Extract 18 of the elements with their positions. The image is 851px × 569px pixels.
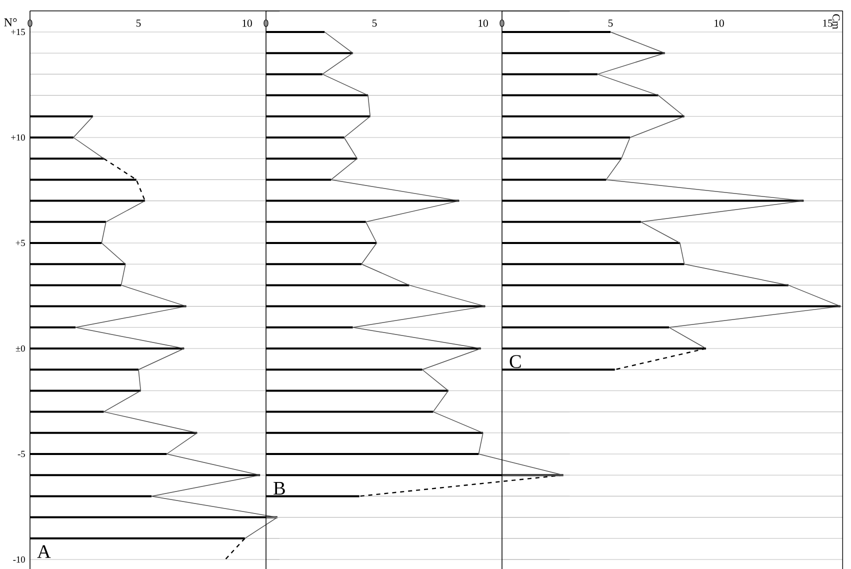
y-tick-label: -5 [18,450,25,458]
text: B [274,482,285,495]
x-tick-label: 10 [478,20,488,27]
annotation: Cm [832,14,840,30]
x-tick-label: 10 [242,20,252,27]
text: A [37,545,51,558]
x-tick-label: 5 [608,20,613,27]
text: C [510,355,521,368]
y-tick-label: +5 [16,240,25,246]
x-tick-label: 5 [136,20,141,27]
x-tick-label: 5 [372,20,377,27]
y-tick-label: ±0 [16,345,25,352]
y-tick-label: +15 [11,28,25,36]
x-tick-label: 15 [823,20,832,27]
y-tick-label: +10 [11,134,25,141]
y-tick-label: -10 [13,556,25,563]
y-axis-title: N° [4,18,17,26]
x-tick-label: 10 [714,20,724,27]
